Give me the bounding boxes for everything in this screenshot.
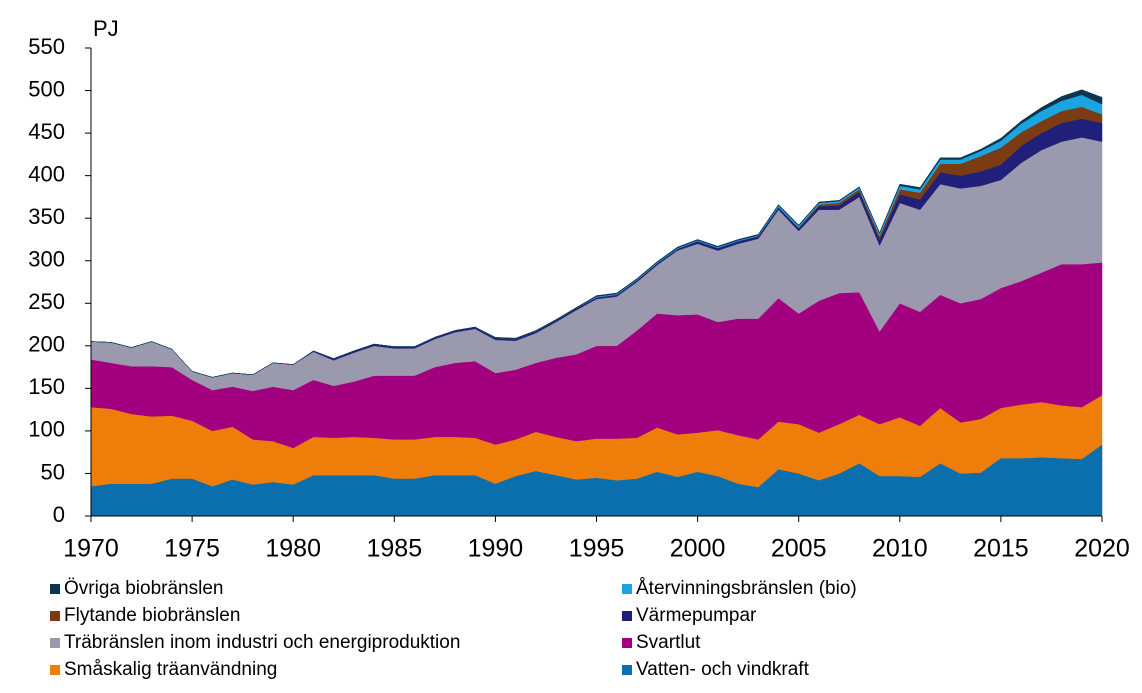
x-tick-label: 2015 (973, 535, 1029, 563)
y-tick-label: 400 (28, 161, 65, 186)
legend-swatch (622, 665, 632, 675)
x-tick-label: 1975 (164, 535, 220, 563)
legend-label: Träbränslen inom industri och energiprod… (64, 632, 460, 653)
y-tick-label: 50 (41, 459, 65, 484)
legend-label: Återvinningsbränslen (bio) (636, 578, 857, 599)
y-tick-label: 500 (28, 76, 65, 101)
y-tick-label: 200 (28, 332, 65, 357)
x-tick-label: 1985 (366, 535, 422, 563)
y-tick-label: 150 (28, 374, 65, 399)
y-tick-label: 100 (28, 417, 65, 442)
y-tick-label: 550 (28, 34, 65, 59)
legend-label: Övriga biobränslen (64, 578, 223, 599)
legend-label: Flytande biobränslen (64, 605, 240, 626)
legend-label: Vatten- och vindkraft (636, 659, 810, 680)
legend-swatch (622, 638, 632, 648)
legend-label: Småskalig träanvändning (64, 659, 277, 680)
x-tick-label: 2010 (872, 535, 928, 563)
y-tick-label: 350 (28, 204, 65, 229)
legend-swatch (50, 665, 60, 675)
x-tick-label: 1980 (265, 535, 321, 563)
x-tick-label: 2020 (1074, 535, 1130, 563)
legend-swatch (50, 638, 60, 648)
y-tick-label: 450 (28, 119, 65, 144)
x-tick-label: 1995 (569, 535, 625, 563)
y-axis-label: PJ (93, 16, 119, 41)
legend-swatch (50, 584, 60, 594)
x-tick-label: 1970 (63, 535, 119, 563)
legend-swatch (50, 611, 60, 621)
area (90, 89, 1103, 378)
x-tick-label: 2000 (670, 535, 726, 563)
legend-swatch (622, 584, 632, 594)
legend-label: Värmepumpar (636, 605, 757, 626)
x-tick-label: 1990 (468, 535, 524, 563)
y-tick-label: 250 (28, 289, 65, 314)
legend-label: Svartlut (636, 632, 701, 653)
y-tick-label: 0 (53, 502, 65, 527)
y-tick-label: 300 (28, 247, 65, 272)
x-tick-label: 2005 (771, 535, 827, 563)
legend-swatch (622, 611, 632, 621)
